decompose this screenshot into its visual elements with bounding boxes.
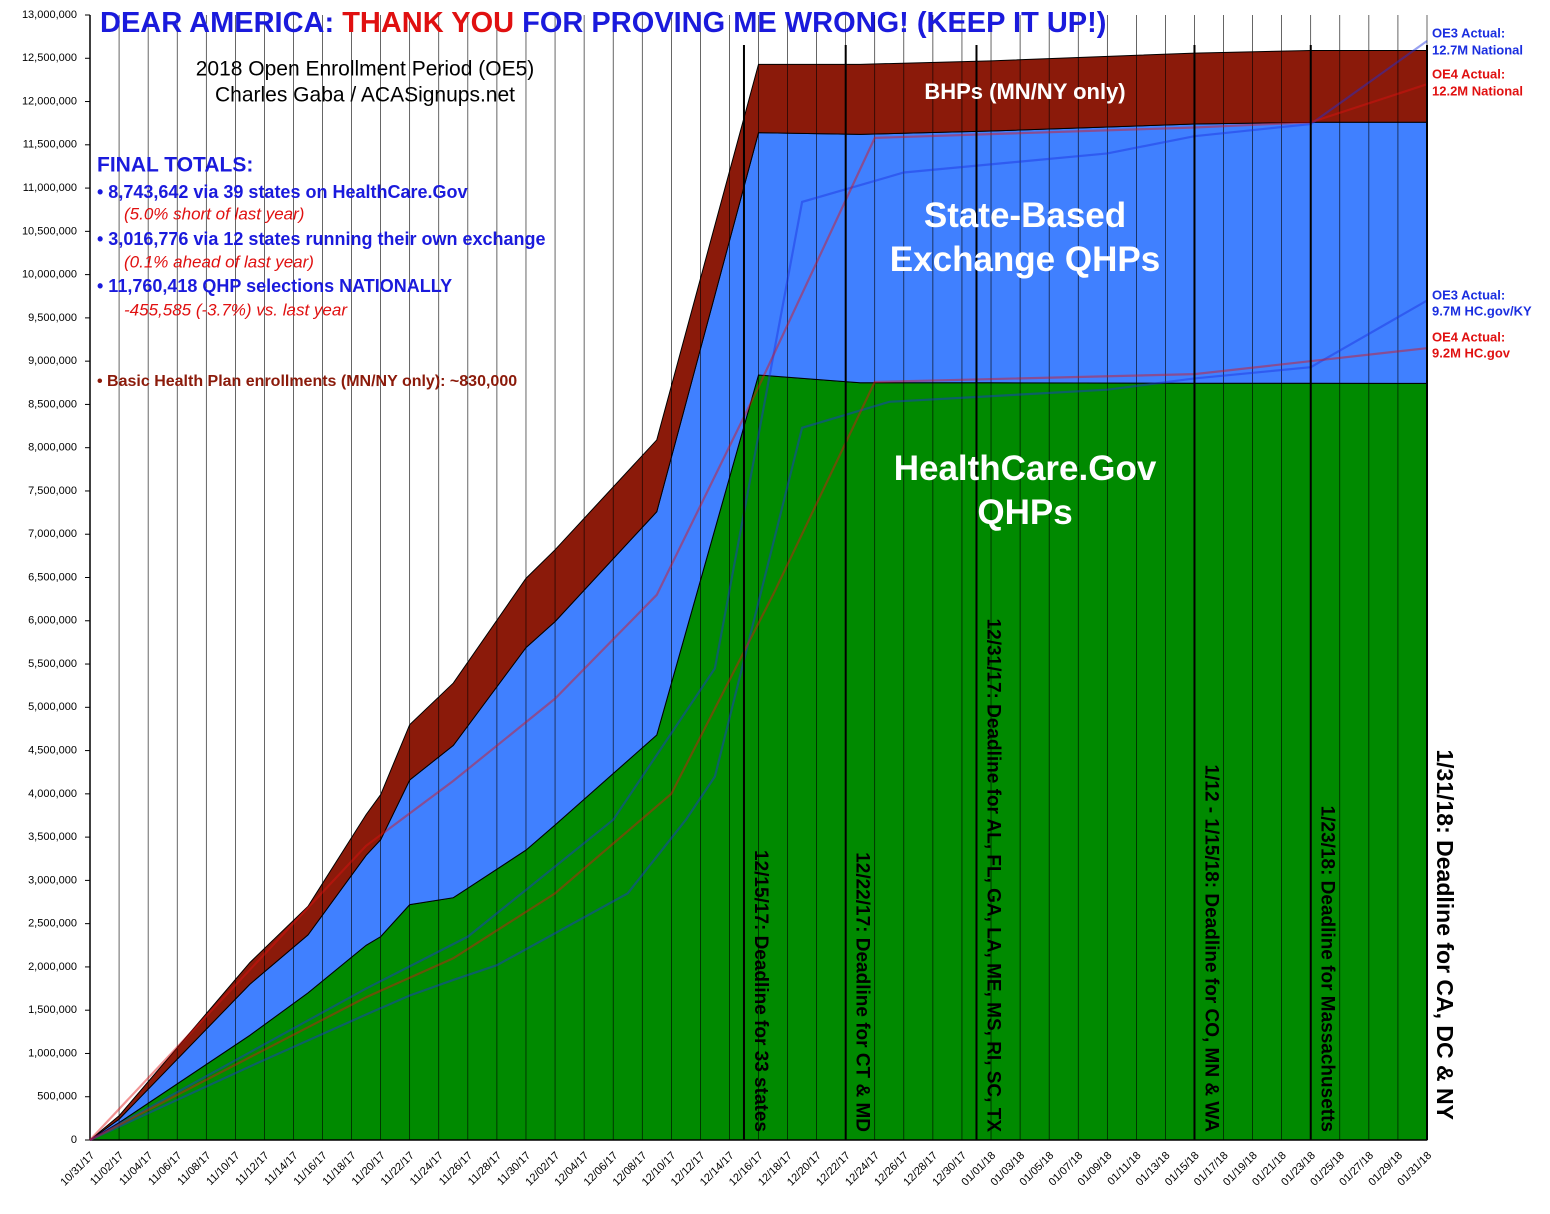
deadline-label: 12/31/17: Deadline for AL, FL, GA, LA, M… bbox=[982, 619, 1003, 1133]
comparison-line bbox=[89, 347, 1428, 1141]
deadline-label: 1/23/18: Deadline for Massachusetts bbox=[1317, 806, 1338, 1132]
y-tick-label: 10,000,000 bbox=[22, 269, 77, 281]
chart-title: DEAR AMERICA: THANK YOU FOR PROVING ME W… bbox=[100, 7, 1106, 39]
y-tick-label: 0 bbox=[71, 1134, 77, 1146]
y-tick-label: 11,500,000 bbox=[23, 139, 77, 151]
y-tick-label: 7,000,000 bbox=[28, 528, 77, 540]
y-tick-label: 6,500,000 bbox=[28, 571, 77, 583]
y-tick-label: 8,000,000 bbox=[28, 442, 77, 454]
comparison-line bbox=[89, 299, 1428, 1141]
subtitle: 2018 Open Enrollment Period (OE5) bbox=[196, 58, 535, 81]
deadline-label: 12/22/17: Deadline for CT & MD bbox=[852, 852, 873, 1132]
y-tick-label: 7,500,000 bbox=[28, 485, 77, 497]
y-tick-label: 1,500,000 bbox=[28, 1004, 77, 1016]
line-label: 12.7M National bbox=[1432, 42, 1523, 57]
y-tick-label: 5,000,000 bbox=[28, 701, 77, 713]
area-label: BHPs (MN/NY only) bbox=[924, 79, 1126, 104]
line-label: OE3 Actual: bbox=[1432, 25, 1505, 40]
line-label: OE3 Actual: bbox=[1432, 287, 1505, 302]
totals-line: • 8,743,642 via 39 states on HealthCare.… bbox=[97, 182, 468, 202]
y-tick-label: 13,000,000 bbox=[22, 9, 77, 21]
title-part: FOR PROVING ME WRONG! (KEEP IT UP!) bbox=[514, 7, 1106, 39]
y-tick-label: 12,000,000 bbox=[22, 95, 77, 107]
subtitle: Charles Gaba / ACASignups.net bbox=[215, 84, 515, 107]
y-tick-label: 2,000,000 bbox=[28, 961, 77, 973]
y-tick-label: 3,000,000 bbox=[28, 874, 77, 886]
line-label: 12.2M National bbox=[1432, 83, 1523, 98]
y-tick-label: 4,500,000 bbox=[28, 744, 77, 756]
y-tick-label: 4,000,000 bbox=[28, 788, 77, 800]
line-label: 9.2M HC.gov bbox=[1432, 345, 1511, 360]
totals-line: (5.0% short of last year) bbox=[124, 204, 304, 223]
y-tick-label: 1,000,000 bbox=[28, 1047, 77, 1059]
title-part: DEAR AMERICA: bbox=[100, 7, 342, 39]
line-label: OE4 Actual: bbox=[1432, 329, 1505, 344]
y-tick-label: 6,000,000 bbox=[28, 615, 77, 627]
y-tick-label: 10,500,000 bbox=[22, 225, 77, 237]
totals-line: -455,585 (-3.7%) vs. last year bbox=[124, 300, 348, 319]
comparison-line bbox=[89, 83, 1428, 1141]
totals-line: • 11,760,418 QHP selections NATIONALLY bbox=[97, 276, 452, 296]
bhp-note: • Basic Health Plan enrollments (MN/NY o… bbox=[97, 373, 517, 390]
title-part: THANK YOU bbox=[342, 7, 514, 39]
totals-heading: FINAL TOTALS: bbox=[97, 154, 253, 177]
deadline-label: 1/12 - 1/15/18: Deadline for CO, MN & WA bbox=[1200, 765, 1221, 1133]
y-tick-label: 5,500,000 bbox=[28, 658, 77, 670]
area-label: HealthCare.Gov QHPs bbox=[893, 449, 1157, 532]
y-tick-label: 8,500,000 bbox=[28, 398, 77, 410]
y-tick-label: 9,500,000 bbox=[28, 312, 77, 324]
y-tick-label: 3,500,000 bbox=[28, 831, 77, 843]
comparison-line bbox=[89, 40, 1428, 1141]
y-tick-label: 500,000 bbox=[37, 1091, 77, 1103]
line-label: OE4 Actual: bbox=[1432, 66, 1505, 81]
totals-line: • 3,016,776 via 12 states running their … bbox=[97, 229, 545, 249]
deadline-label: 1/31/18: Deadline for CA, DC & NY bbox=[1432, 749, 1458, 1120]
deadline-label: 12/15/17: Deadline for 33 states bbox=[750, 850, 771, 1132]
line-label: 9.7M HC.gov/KY bbox=[1432, 303, 1532, 318]
y-tick-label: 2,500,000 bbox=[28, 918, 77, 930]
area-label: State-Based Exchange QHPs bbox=[889, 196, 1161, 279]
y-tick-label: 11,000,000 bbox=[23, 182, 77, 194]
totals-line: (0.1% ahead of last year) bbox=[124, 252, 314, 271]
y-tick-label: 12,500,000 bbox=[22, 52, 77, 64]
y-tick-label: 9,000,000 bbox=[28, 355, 77, 367]
